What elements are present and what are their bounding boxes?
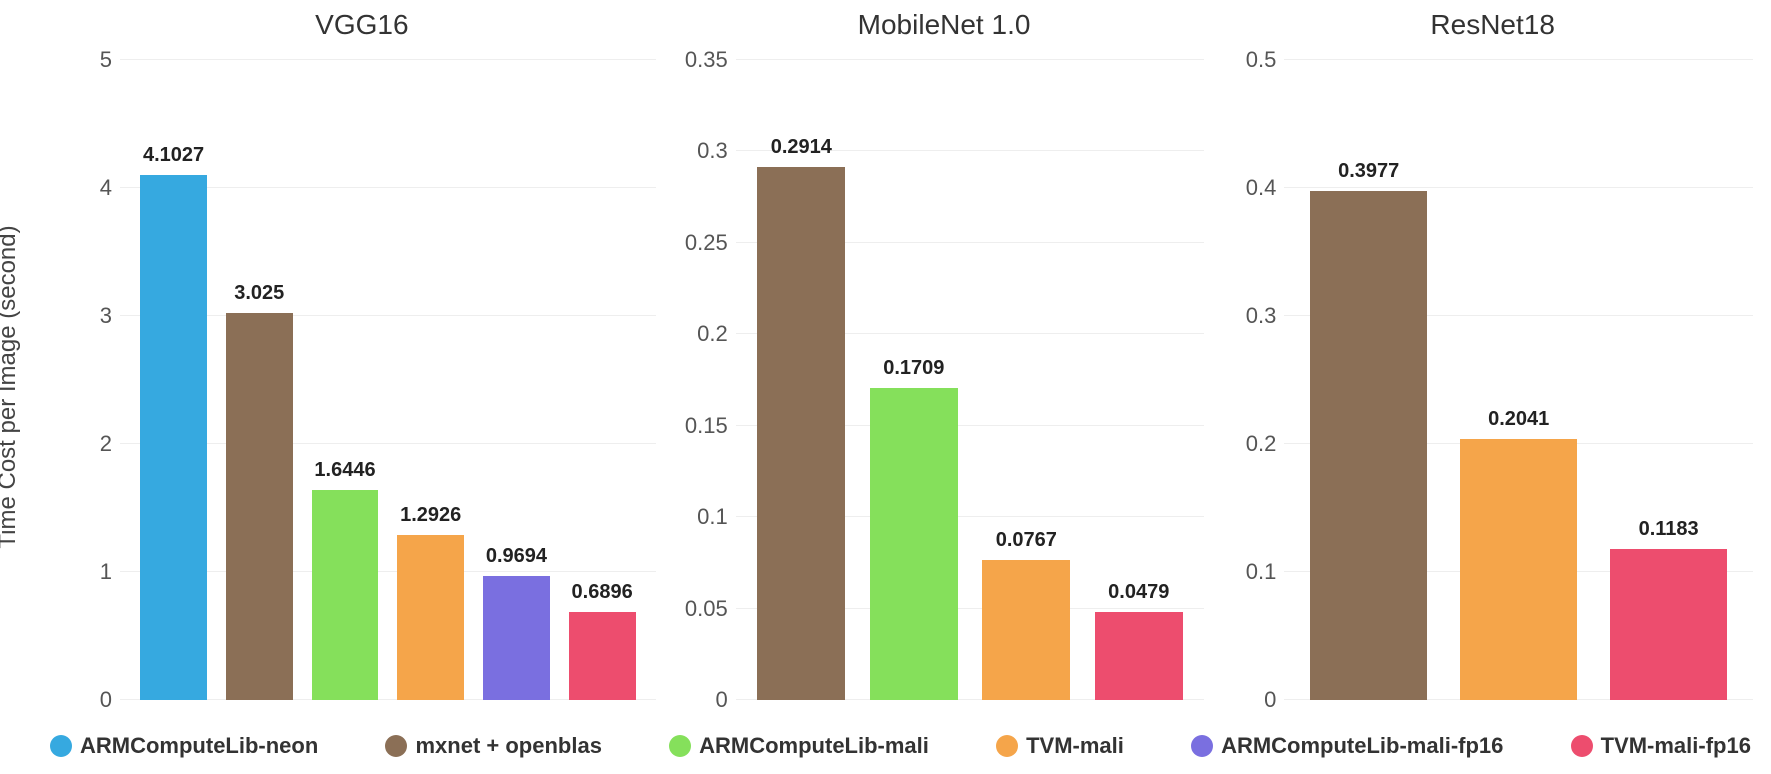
bar-mxnet_ob: 0.2914 xyxy=(757,167,845,700)
panel-2: ResNet18 0 0.1 0.2 0.3 0.4 0.5 0.3977 0.2041 0.11… xyxy=(1224,10,1761,710)
bar-acl_mali: 0.1709 xyxy=(870,388,958,701)
legend-label: ARMComputeLib-mali xyxy=(699,733,929,759)
bar-tvm_fp16: 0.6896 xyxy=(569,612,636,700)
y-tick-label: 0.25 xyxy=(685,230,728,256)
y-tick-label: 0.1 xyxy=(697,504,728,530)
legend-swatch-icon xyxy=(996,735,1018,757)
bar-tvm_fp16: 0.1183 xyxy=(1610,549,1727,700)
legend-item-tvm_fp16: TVM-mali-fp16 xyxy=(1571,733,1751,759)
y-tick-label: 0.5 xyxy=(1246,47,1277,73)
bar-slot: 0.3977 xyxy=(1294,60,1444,700)
bar-value-label: 4.1027 xyxy=(143,144,204,167)
legend-label: TVM-mali-fp16 xyxy=(1601,733,1751,759)
bar-mxnet_ob: 0.3977 xyxy=(1310,191,1427,700)
y-tick-label: 0 xyxy=(1264,687,1276,713)
panel-0: VGG16 0 1 2 3 4 5 4.1027 3.025 1.6446 1.2926 0.9694… xyxy=(60,10,664,710)
bar-tvm_mali: 0.2041 xyxy=(1460,439,1577,700)
y-tick-label: 0.3 xyxy=(1246,303,1277,329)
panel-title: VGG16 xyxy=(60,10,664,50)
bar-tvm_mali: 0.0767 xyxy=(982,560,1070,700)
bar-tvm_mali: 1.2926 xyxy=(397,535,464,700)
legend-swatch-icon xyxy=(1571,735,1593,757)
y-tick-label: 3 xyxy=(100,303,112,329)
bar-value-label: 0.0767 xyxy=(996,529,1057,552)
bar-slot: 1.2926 xyxy=(388,60,474,700)
y-tick-label: 4 xyxy=(100,175,112,201)
panel-title: MobileNet 1.0 xyxy=(676,10,1213,50)
bar-value-label: 0.2914 xyxy=(771,136,832,159)
bar-acl_neon: 4.1027 xyxy=(140,175,207,700)
y-tick-label: 5 xyxy=(100,47,112,73)
bar-slot: 0.1183 xyxy=(1594,60,1744,700)
bar-value-label: 0.9694 xyxy=(486,545,547,568)
legend-swatch-icon xyxy=(385,735,407,757)
bar-value-label: 1.6446 xyxy=(314,459,375,482)
plot-area: 0123454.10273.0251.64461.29260.96940.689… xyxy=(120,60,656,700)
panels-row: VGG16 0 1 2 3 4 5 4.1027 3.025 1.6446 1.2926 0.9694… xyxy=(60,10,1761,710)
y-tick-label: 0.05 xyxy=(685,596,728,622)
y-axis-label: Time Cost per Image (second) xyxy=(0,225,22,548)
plot-area: 00.050.10.150.20.250.30.350.29140.17090.… xyxy=(736,60,1205,700)
y-tick-label: 0.2 xyxy=(697,321,728,347)
y-tick-label: 1 xyxy=(100,559,112,585)
bar-value-label: 0.1709 xyxy=(883,357,944,380)
y-tick-label: 0.15 xyxy=(685,413,728,439)
bars-container: 0.3977 0.2041 0.1183 xyxy=(1284,60,1753,700)
bars-container: 4.1027 3.025 1.6446 1.2926 0.9694 0.6896 xyxy=(120,60,656,700)
legend-item-acl_mali_fp16: ARMComputeLib-mali-fp16 xyxy=(1191,733,1503,759)
bar-slot: 0.6896 xyxy=(559,60,645,700)
panel-title: ResNet18 xyxy=(1224,10,1761,50)
y-tick-label: 0 xyxy=(100,687,112,713)
bar-value-label: 0.2041 xyxy=(1488,408,1549,431)
bar-mxnet_ob: 3.025 xyxy=(226,313,293,700)
y-tick-label: 0.3 xyxy=(697,138,728,164)
bar-slot: 0.2914 xyxy=(745,60,857,700)
bar-value-label: 0.3977 xyxy=(1338,160,1399,183)
legend-item-acl_neon: ARMComputeLib-neon xyxy=(50,733,318,759)
bar-value-label: 0.1183 xyxy=(1639,518,1699,541)
bar-slot: 0.9694 xyxy=(474,60,560,700)
legend-swatch-icon xyxy=(669,735,691,757)
y-tick-label: 2 xyxy=(100,431,112,457)
legend-item-mxnet_ob: mxnet + openblas xyxy=(385,733,601,759)
bar-slot: 0.0479 xyxy=(1083,60,1195,700)
y-tick-label: 0.1 xyxy=(1246,559,1277,585)
bars-container: 0.2914 0.1709 0.0767 0.0479 xyxy=(736,60,1205,700)
legend-item-tvm_mali: TVM-mali xyxy=(996,733,1124,759)
legend-item-acl_mali: ARMComputeLib-mali xyxy=(669,733,929,759)
bar-acl_mali_fp16: 0.9694 xyxy=(483,576,550,700)
plot-area: 00.10.20.30.40.50.39770.20410.1183 xyxy=(1284,60,1753,700)
bar-value-label: 1.2926 xyxy=(400,504,461,527)
bar-slot: 0.0767 xyxy=(970,60,1082,700)
bar-value-label: 3.025 xyxy=(234,282,284,305)
bar-value-label: 0.0479 xyxy=(1108,581,1169,604)
bar-acl_mali: 1.6446 xyxy=(312,490,379,701)
bar-slot: 4.1027 xyxy=(131,60,217,700)
y-tick-label: 0.2 xyxy=(1246,431,1277,457)
bar-value-label: 0.6896 xyxy=(572,581,633,604)
bar-slot: 3.025 xyxy=(216,60,302,700)
bar-slot: 0.2041 xyxy=(1444,60,1594,700)
legend-swatch-icon xyxy=(1191,735,1213,757)
y-tick-label: 0.35 xyxy=(685,47,728,73)
figure: Time Cost per Image (second) VGG16 0 1 2 3 4 5… xyxy=(0,0,1771,774)
legend-label: TVM-mali xyxy=(1026,733,1124,759)
legend-label: ARMComputeLib-neon xyxy=(80,733,318,759)
y-tick-label: 0 xyxy=(715,687,727,713)
y-tick-label: 0.4 xyxy=(1246,175,1277,201)
legend-swatch-icon xyxy=(50,735,72,757)
bar-tvm_fp16: 0.0479 xyxy=(1095,612,1183,700)
bar-slot: 0.1709 xyxy=(858,60,970,700)
legend-label: mxnet + openblas xyxy=(415,733,601,759)
legend: ARMComputeLib-neon mxnet + openblas ARMCom… xyxy=(40,726,1761,766)
panel-1: MobileNet 1.0 0 0.05 0.1 0.15 0.2 0.25 0.3 0.35 0… xyxy=(676,10,1213,710)
bar-slot: 1.6446 xyxy=(302,60,388,700)
legend-label: ARMComputeLib-mali-fp16 xyxy=(1221,733,1503,759)
